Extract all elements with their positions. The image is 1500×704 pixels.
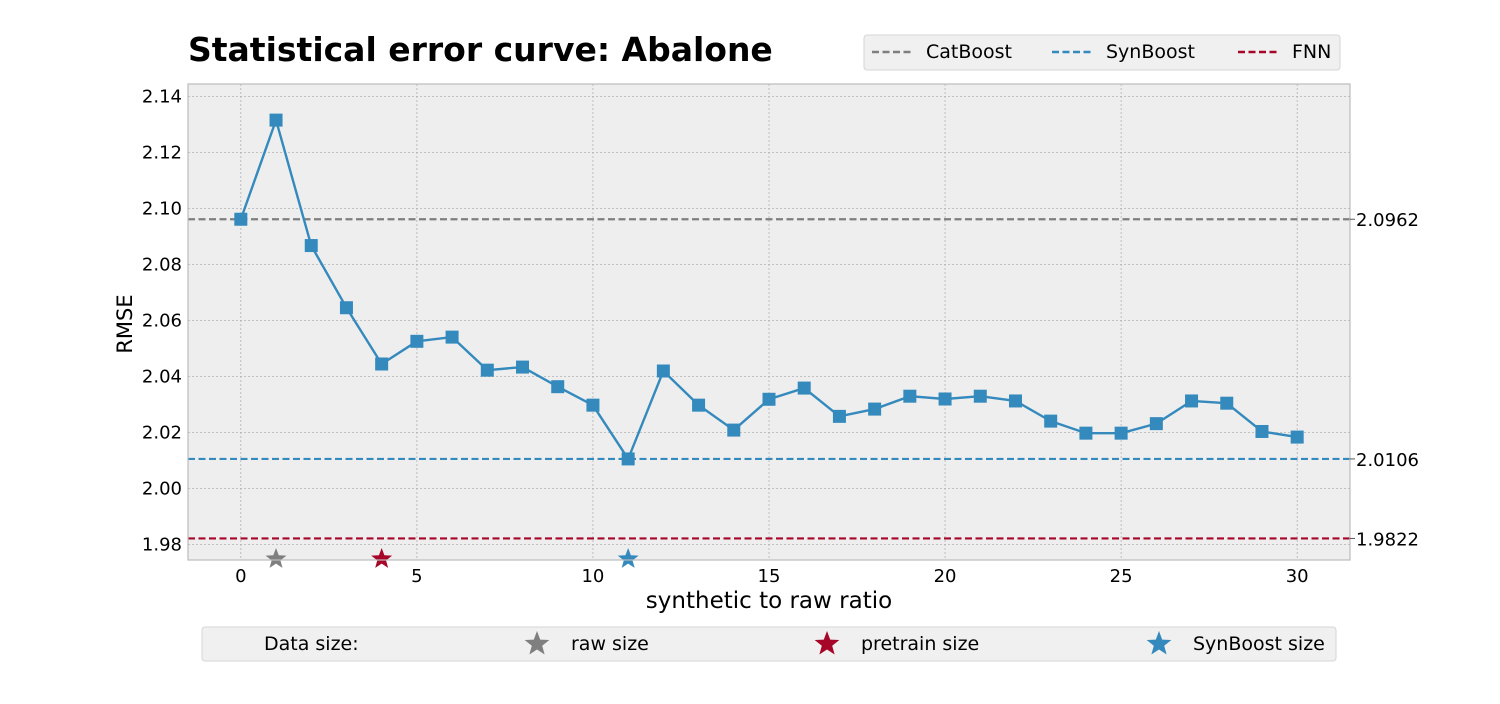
size-marker-raw-size bbox=[265, 548, 287, 568]
y-tick-label: 2.06 bbox=[142, 311, 182, 332]
x-axis-ticks: 0 5 10 15 20 25 30 bbox=[235, 566, 1309, 587]
data-point bbox=[1185, 394, 1199, 408]
legend-top-label: CatBoost bbox=[926, 41, 1012, 63]
data-point bbox=[516, 360, 530, 374]
data-point bbox=[269, 113, 283, 127]
data-point bbox=[1255, 424, 1269, 438]
y-tick-label: 2.14 bbox=[142, 87, 182, 108]
legend-top: CatBoost SynBoost FNN bbox=[863, 34, 1341, 71]
y-axis-ticks: 1.98 2.00 2.02 2.04 2.06 2.08 2.10 2.12 2.14 bbox=[142, 87, 182, 556]
y-tick-label: 1.98 bbox=[142, 535, 182, 556]
legend-bottom-star bbox=[814, 631, 840, 655]
data-point bbox=[234, 212, 248, 226]
x-tick-label: 5 bbox=[411, 566, 422, 587]
data-point bbox=[586, 398, 600, 412]
reference-lines bbox=[188, 218, 1350, 540]
data-point bbox=[1114, 426, 1128, 440]
data-point bbox=[797, 381, 811, 395]
y-tick-label: 2.02 bbox=[142, 423, 182, 444]
legend-bottom-box bbox=[201, 626, 1337, 662]
data-point bbox=[938, 392, 952, 406]
data-point bbox=[621, 452, 635, 466]
data-point bbox=[375, 357, 389, 371]
legend-top-label: FNN bbox=[1292, 41, 1331, 63]
legend-top-label: SynBoost bbox=[1106, 41, 1195, 63]
grid-lines bbox=[188, 84, 1350, 560]
size-markers bbox=[265, 548, 639, 568]
data-point bbox=[1290, 430, 1304, 444]
y-tick-label: 2.08 bbox=[142, 255, 182, 276]
y-axis-label: RMSE bbox=[113, 294, 137, 353]
x-tick-label: 15 bbox=[758, 566, 781, 587]
data-point bbox=[551, 380, 565, 394]
x-tick-label: 20 bbox=[934, 566, 957, 587]
reference-line-label: 1.9822 bbox=[1356, 529, 1419, 550]
legend-bottom-title: Data size: bbox=[264, 633, 359, 655]
y-tick-label: 2.12 bbox=[142, 143, 182, 164]
data-point bbox=[1044, 414, 1058, 428]
y-tick-label: 2.10 bbox=[142, 199, 182, 220]
data-point bbox=[410, 334, 424, 348]
data-point bbox=[445, 330, 459, 344]
data-point bbox=[480, 363, 494, 377]
data-point bbox=[692, 398, 706, 412]
legend-bottom-label: pretrain size bbox=[861, 633, 979, 655]
y-tick-label: 2.04 bbox=[142, 367, 182, 388]
size-marker-pretrain-size bbox=[371, 548, 393, 568]
x-tick-label: 25 bbox=[1110, 566, 1133, 587]
data-point bbox=[339, 301, 353, 315]
data-point bbox=[656, 364, 670, 378]
x-tick-label: 30 bbox=[1286, 566, 1309, 587]
data-point bbox=[762, 392, 776, 406]
x-axis-label: synthetic to raw ratio bbox=[646, 588, 892, 614]
data-point bbox=[1008, 394, 1022, 408]
legend-bottom-star bbox=[1146, 631, 1172, 655]
legend-bottom-label: raw size bbox=[571, 633, 649, 655]
chart-title: Statistical error curve: Abalone bbox=[188, 30, 773, 69]
data-point bbox=[727, 423, 741, 437]
data-point bbox=[868, 402, 882, 416]
reference-line-label: 2.0106 bbox=[1356, 450, 1419, 471]
legend-bottom: Data size: raw size pretrain size SynBoost… bbox=[201, 626, 1337, 662]
x-tick-label: 0 bbox=[235, 566, 246, 587]
size-marker-synboost-size bbox=[617, 548, 639, 568]
series-layer bbox=[234, 113, 1304, 466]
data-point bbox=[832, 409, 846, 423]
data-point bbox=[1149, 417, 1163, 431]
data-point bbox=[973, 389, 987, 403]
data-point bbox=[1079, 426, 1093, 440]
legend-top-box bbox=[863, 34, 1341, 71]
data-point bbox=[903, 389, 917, 403]
plot-frame bbox=[187, 83, 1351, 561]
reference-line-label: 2.0962 bbox=[1356, 210, 1419, 231]
data-point bbox=[304, 239, 318, 253]
reference-line-labels: 2.0962 2.0106 1.9822 bbox=[1350, 210, 1419, 550]
x-tick-label: 10 bbox=[581, 566, 604, 587]
legend-bottom-label: SynBoost size bbox=[1193, 633, 1325, 655]
y-tick-label: 2.00 bbox=[142, 479, 182, 500]
legend-bottom-star bbox=[524, 631, 550, 655]
data-point bbox=[1220, 396, 1234, 410]
